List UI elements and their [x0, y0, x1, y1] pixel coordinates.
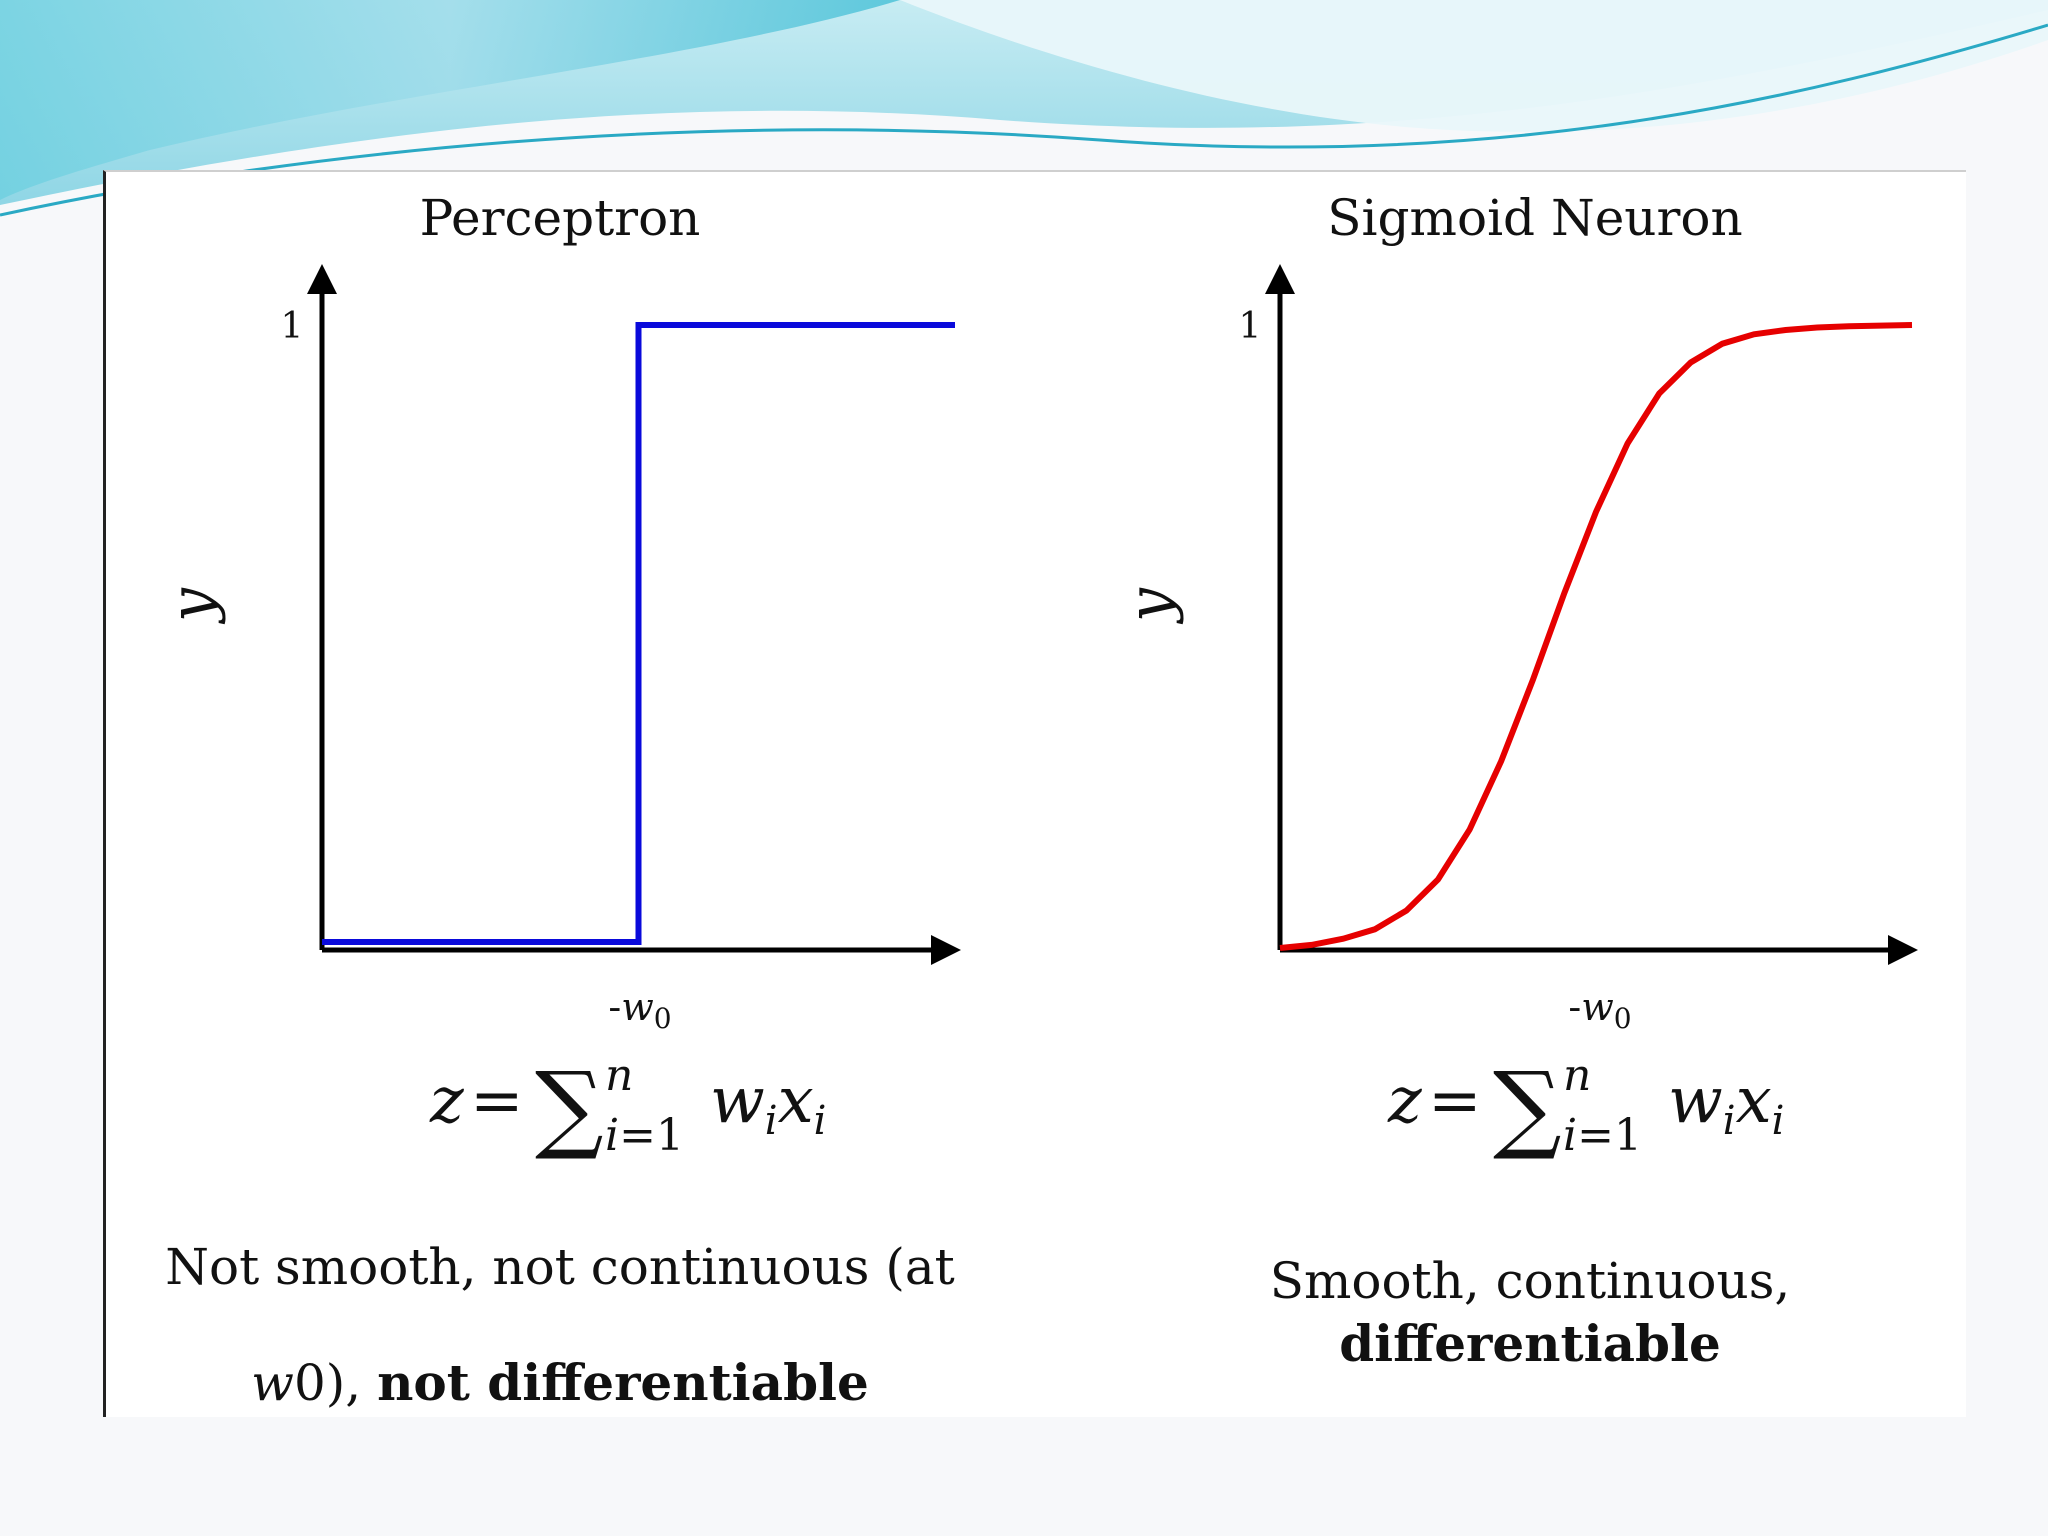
perceptron-ytick-1: 1: [281, 306, 304, 347]
sigmoid-title: Sigmoid Neuron: [1327, 189, 1742, 247]
svg-text:∑: ∑: [1493, 1051, 1562, 1163]
svg-text:i=1: i=1: [605, 1110, 684, 1161]
sigmoid-chart: Sigmoid Neuron 1 y -w0: [1115, 189, 1918, 1035]
svg-text:n: n: [1563, 1050, 1591, 1101]
svg-text:=: =: [1428, 1064, 1482, 1138]
svg-text:z: z: [429, 1064, 465, 1138]
svg-text:wixi: wixi: [1668, 1064, 1784, 1144]
perceptron-title: Perceptron: [420, 189, 701, 247]
perceptron-caption-italic: w: [251, 1354, 294, 1412]
sigmoid-curve-line: [1279, 322, 1913, 951]
perceptron-chart: Perceptron 1 y -w0: [157, 189, 961, 1035]
sigmoid-caption: Smooth, continuous, differentiable: [1130, 1250, 1930, 1375]
svg-text:i=1: i=1: [1563, 1110, 1642, 1161]
svg-text:∑: ∑: [535, 1051, 604, 1163]
sigmoid-formula: z = ∑ n i=1 wixi: [1387, 1050, 1784, 1163]
perceptron-formula: z = ∑ n i=1 wixi: [429, 1050, 826, 1163]
perceptron-caption: Not smooth, not continuous (at w0), not …: [125, 1210, 995, 1441]
content-panel: [103, 170, 1966, 1417]
sigmoid-xtick-threshold: -w0: [1568, 985, 1631, 1035]
header-wave-dark: [0, 0, 900, 200]
sigmoid-caption-plain: Smooth, continuous,: [1269, 1252, 1791, 1310]
svg-text:n: n: [605, 1050, 633, 1101]
perceptron-ylabel: y: [157, 587, 227, 625]
perceptron-caption-plain: Not smooth, not continuous (at: [165, 1238, 955, 1296]
svg-text:z: z: [1387, 1064, 1423, 1138]
sigmoid-ytick-1: 1: [1239, 306, 1262, 347]
svg-text:wixi: wixi: [710, 1064, 826, 1144]
svg-text:=: =: [470, 1064, 524, 1138]
perceptron-caption-after: 0),: [293, 1354, 378, 1412]
sigmoid-ylabel: y: [1115, 587, 1185, 625]
sigmoid-caption-bold: differentiable: [1339, 1313, 1721, 1373]
perceptron-xtick-threshold: -w0: [608, 985, 671, 1035]
header-wave-line: [0, 23, 2048, 217]
perceptron-step-line: [322, 322, 955, 945]
perceptron-caption-bold: not differentiable: [377, 1353, 869, 1412]
